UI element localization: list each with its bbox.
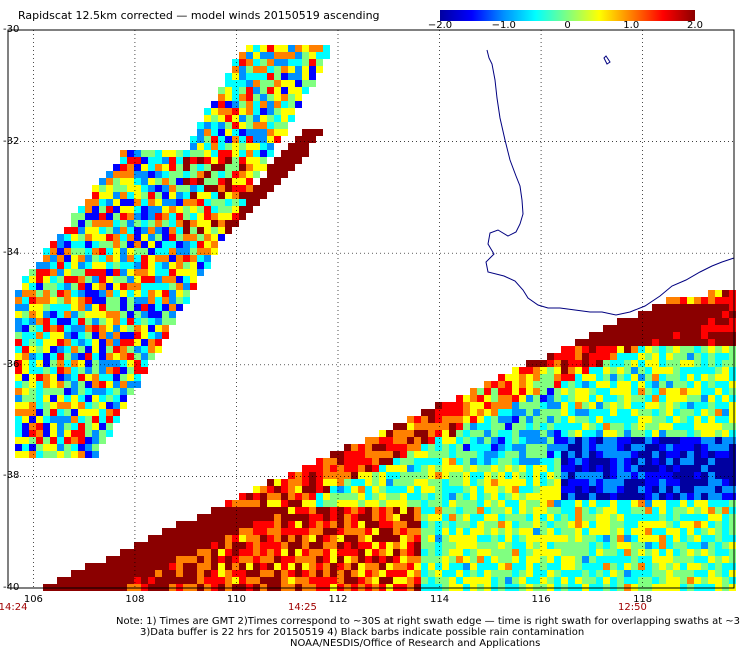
colorbar-tick-label: −2.0 (427, 20, 453, 31)
longitude-label: 118 (633, 594, 653, 605)
longitude-label: 114 (429, 594, 450, 605)
swath-time-label: 14:24 (0, 602, 28, 613)
longitude-label: 116 (531, 594, 551, 605)
longitude-label: 112 (328, 594, 348, 605)
latitude-label: -32 (3, 135, 20, 147)
credit-line: NOAA/NESDIS/Office of Research and Appli… (290, 638, 541, 649)
colorbar (440, 10, 695, 21)
coastline-island (603, 55, 611, 65)
longitude-label: 108 (125, 594, 145, 605)
lat-lon-grid (8, 30, 734, 588)
colorbar-tick-label: −1.0 (491, 20, 516, 31)
swath-cells (15, 45, 736, 591)
note-line-1: Note: 1) Times are GMT 2)Times correspon… (116, 616, 740, 627)
map-title: Rapidscat 12.5km corrected — model winds… (18, 9, 380, 22)
latitude-label: -30 (3, 24, 20, 35)
swath-time-label: 12:50 (618, 602, 647, 613)
latitude-label: -36 (3, 358, 20, 370)
colorbar-tick-label: 1.0 (623, 20, 640, 31)
longitude-label: 110 (226, 594, 246, 605)
colorbar-tick-label: 0 (564, 20, 571, 31)
swath-time-label: 14:25 (288, 602, 317, 613)
latitude-label: -38 (3, 470, 20, 482)
coastline-australia (485, 49, 735, 316)
longitude-label: 106 (23, 594, 43, 605)
latitude-label: -40 (3, 582, 20, 593)
latitude-label: -34 (3, 247, 20, 259)
map-frame (7, 29, 735, 589)
note-line-2: 3)Data buffer is 22 hrs for 20150519 4) … (140, 627, 585, 638)
colorbar-tick-label: 2.0 (687, 20, 703, 31)
